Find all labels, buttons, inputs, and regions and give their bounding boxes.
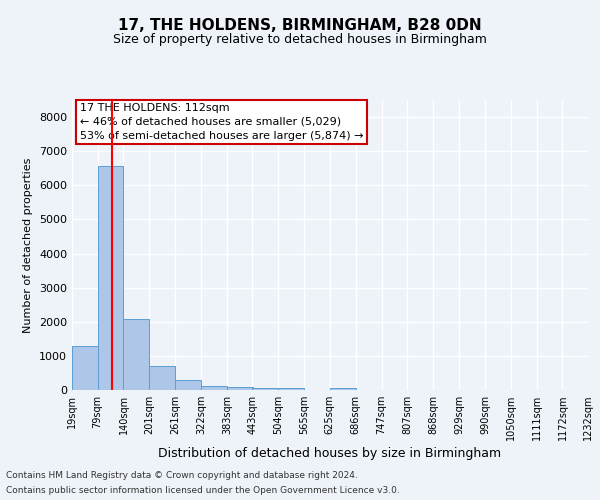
- Bar: [253, 388, 278, 390]
- Bar: [330, 388, 356, 390]
- Text: 17, THE HOLDENS, BIRMINGHAM, B28 0DN: 17, THE HOLDENS, BIRMINGHAM, B28 0DN: [118, 18, 482, 32]
- Bar: [124, 320, 149, 390]
- Text: Contains HM Land Registry data © Crown copyright and database right 2024.: Contains HM Land Registry data © Crown c…: [6, 471, 358, 480]
- Bar: [149, 366, 175, 390]
- Y-axis label: Number of detached properties: Number of detached properties: [23, 158, 34, 332]
- Bar: [175, 380, 201, 390]
- Bar: [72, 346, 98, 390]
- Bar: [201, 386, 227, 390]
- Bar: [98, 166, 124, 390]
- Bar: [278, 388, 304, 390]
- Text: 17 THE HOLDENS: 112sqm
← 46% of detached houses are smaller (5,029)
53% of semi-: 17 THE HOLDENS: 112sqm ← 46% of detached…: [80, 103, 363, 141]
- Bar: [227, 388, 253, 390]
- Text: Contains public sector information licensed under the Open Government Licence v3: Contains public sector information licen…: [6, 486, 400, 495]
- Text: Size of property relative to detached houses in Birmingham: Size of property relative to detached ho…: [113, 32, 487, 46]
- X-axis label: Distribution of detached houses by size in Birmingham: Distribution of detached houses by size …: [158, 448, 502, 460]
